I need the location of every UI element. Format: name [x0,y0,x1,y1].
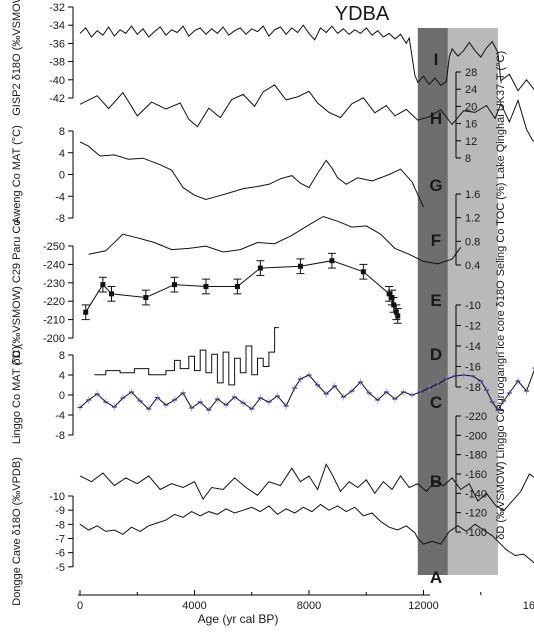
y-tick-label: -5 [55,562,65,574]
data-point [258,266,263,271]
y-tick-label: -250 [43,241,65,253]
y-axis-title: GISP2 δ18O (‰VSMOW) [11,0,23,116]
y-tick-label: -100 [465,527,487,539]
x-tick-label: 0 [77,600,83,612]
y-tick-label: 0.4 [465,260,480,272]
y-tick-label: -160 [465,469,487,481]
y-tick-label: -38 [49,57,65,69]
y-tick-label: 8 [59,350,65,362]
panel-g-axis: -8 -4 0 4 8 Aweng Co MAT (°C) G [11,125,443,225]
panel-letter-g: G [429,176,442,195]
series-g-line [80,142,424,207]
y-tick-label: -8 [55,213,65,225]
data-point [395,313,400,318]
y-tick-label: 24 [465,84,477,96]
y-tick-label: -8 [55,430,65,442]
y-axis-title: Dongge Cave δ18O (‰VPDB) [11,457,23,606]
y-tick-label: 8 [59,126,65,138]
panel-letter-h: H [430,109,442,128]
y-axis-title: Aweng Co MAT (°C) [11,125,23,224]
data-point [235,284,240,289]
series-f-line [89,217,461,264]
x-axis: 0 4000 8000 12000 16000 Age (yr cal BP) [77,590,534,626]
data-point [100,282,105,287]
x-tick-label: 12000 [408,600,439,612]
data-point [298,264,303,269]
panel-e-axis: -250 -240 -230 -220 -210 -200 δD (‰VSMOW) C29 … [11,220,442,365]
y-tick-label: 16 [465,119,477,131]
y-tick-label: -9 [55,505,65,517]
y-tick-label: -6 [55,548,65,560]
x-tick-label: 8000 [297,600,321,612]
y-tick-label: -4 [55,410,65,422]
y-tick-label: 0 [59,170,65,182]
y-axis-title: δD (‰VSMOW) Linggo Co [495,408,507,539]
y-tick-label: -14 [465,341,481,353]
y-tick-label: -4 [55,191,65,203]
y-tick-label: -10 [465,300,481,312]
x-tick-label: 16000 [523,600,534,612]
y-tick-label: -240 [43,259,65,271]
y-tick-label: 0 [59,390,65,402]
y-tick-label: 12 [465,136,477,148]
panel-letter-i: I [434,50,439,69]
y-tick-label: -34 [49,20,65,32]
x-tick-label: 4000 [182,600,206,612]
y-tick-label: -210 [43,315,65,327]
data-point [109,291,114,296]
y-tick-label: -220 [43,296,65,308]
panel-a-axis: -10 -9 -8 -7 -6 -5 Dongge Cave δ18O (‰VPDB) A [11,457,442,606]
y-tick-label: 28 [465,67,477,79]
y-tick-label: -200 [43,333,65,345]
y-tick-label: -10 [49,491,65,503]
data-point [83,310,88,315]
y-axis-title: δD (‰VSMOW) C29 Paru Co [11,220,23,365]
panel-letter-d: D [430,345,442,364]
y-tick-label: -40 [49,75,65,87]
data-point [172,282,177,287]
y-tick-label: -42 [49,93,65,105]
data-point [203,284,208,289]
y-tick-label: -12 [465,321,481,333]
y-tick-label: -16 [465,362,481,374]
y-tick-label: -230 [43,278,65,290]
panel-c-axis: -8 -4 0 4 8 Linggo Co MAT (°C) C [11,346,442,444]
y-tick-label: 4 [59,148,65,160]
y-tick-label: -220 [465,411,487,423]
data-point [143,295,148,300]
y-axis-title: Puruogangri ice core δ18O [495,280,507,412]
y-tick-label: 0.8 [465,236,480,248]
series-e-line [86,261,398,316]
y-tick-label: -36 [49,38,65,50]
y-tick-label: -120 [465,508,487,520]
panel-letter-b: B [430,472,442,491]
y-tick-label: -7 [55,534,65,546]
y-tick-label: 1.2 [465,213,480,225]
y-axis-title: Seling Co TOC (%) [495,183,507,277]
data-point [329,258,334,263]
y-tick-label: -140 [465,488,487,500]
series-d-line [94,328,279,385]
y-tick-label: 4 [59,370,65,382]
y-tick-label: -180 [465,450,487,462]
y-tick-label: -200 [465,430,487,442]
panel-letter-f: F [431,231,441,250]
ydba-label: YDBA [335,3,390,25]
panel-letter-e: E [430,291,441,310]
y-tick-label: 8 [465,153,471,165]
y-tick-label: -32 [49,2,65,14]
x-axis-title: Age (yr cal BP) [198,612,279,626]
data-point [361,269,366,274]
y-axis-title: Linggo Co MAT (°C) [11,346,23,444]
panel-letter-c: C [430,393,442,412]
panel-letter-a: A [430,568,442,587]
y-tick-label: -8 [55,519,65,531]
y-tick-label: 1.6 [465,189,480,201]
y-tick-label: -18 [465,382,481,394]
